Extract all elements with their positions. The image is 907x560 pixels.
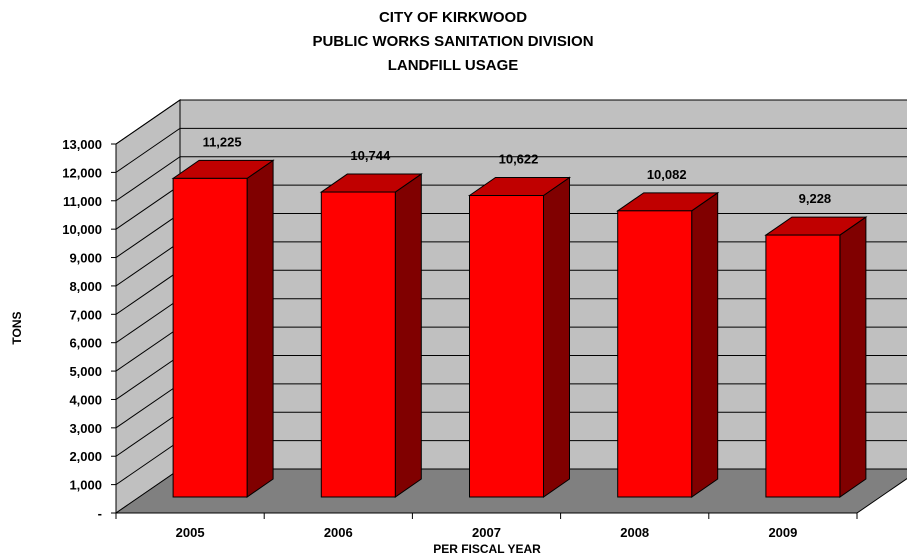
bar [172,177,248,498]
y-tick-label: 13,000 [62,137,102,152]
x-tick-label: 2005 [176,525,205,540]
y-tick-label: 8,000 [69,279,102,294]
data-label: 10,082 [647,167,687,182]
bar-side [839,216,867,498]
y-tick-label: 10,000 [62,222,102,237]
y-tick-label: 5,000 [69,364,102,379]
y-tick-label: 3,000 [69,421,102,436]
bar-side [691,191,719,498]
plot-area: - 1,000 2,000 3,000 4,000 5,000 6,000 7,000 8,00… [62,99,907,540]
x-axis-title: PER FISCAL YEAR [433,542,541,556]
chart-title-line-1: CITY OF KIRKWOOD [379,9,527,26]
y-tick-label: 4,000 [69,392,102,407]
chart-title-line-2: PUBLIC WORKS SANITATION DIVISION [312,33,593,50]
y-tick-label: 9,000 [69,251,102,266]
y-tick-label: 11,000 [63,194,102,209]
y-tick-label: 12,000 [62,165,102,180]
gridline [115,127,907,173]
y-tick-label: 1,000 [69,478,102,493]
bar [320,191,396,498]
y-axis-title: TONS [10,311,24,344]
bar-side [394,173,422,498]
y-tick-label: 7,000 [69,307,102,322]
data-label: 10,622 [499,151,539,166]
y-tick-label: - [98,506,102,521]
bar [617,210,693,498]
side-wall [115,99,181,514]
gridline [115,156,907,202]
bar [765,234,841,498]
y-tick-label: 6,000 [69,336,102,351]
bar-side [246,159,274,498]
data-label: 9,228 [799,191,832,206]
bar [469,194,544,498]
x-tick-label: 2007 [472,525,501,540]
chart-title-line-3: LANDFILL USAGE [388,57,519,74]
data-label: 11,225 [203,134,242,149]
x-tick-label: 2006 [324,525,353,540]
x-tick-label: 2009 [768,525,797,540]
x-tick-label: 2008 [620,525,649,540]
y-tick-label: 2,000 [69,449,102,464]
data-label: 10,744 [350,148,391,163]
bar-side [543,176,570,498]
gridline [115,99,907,145]
